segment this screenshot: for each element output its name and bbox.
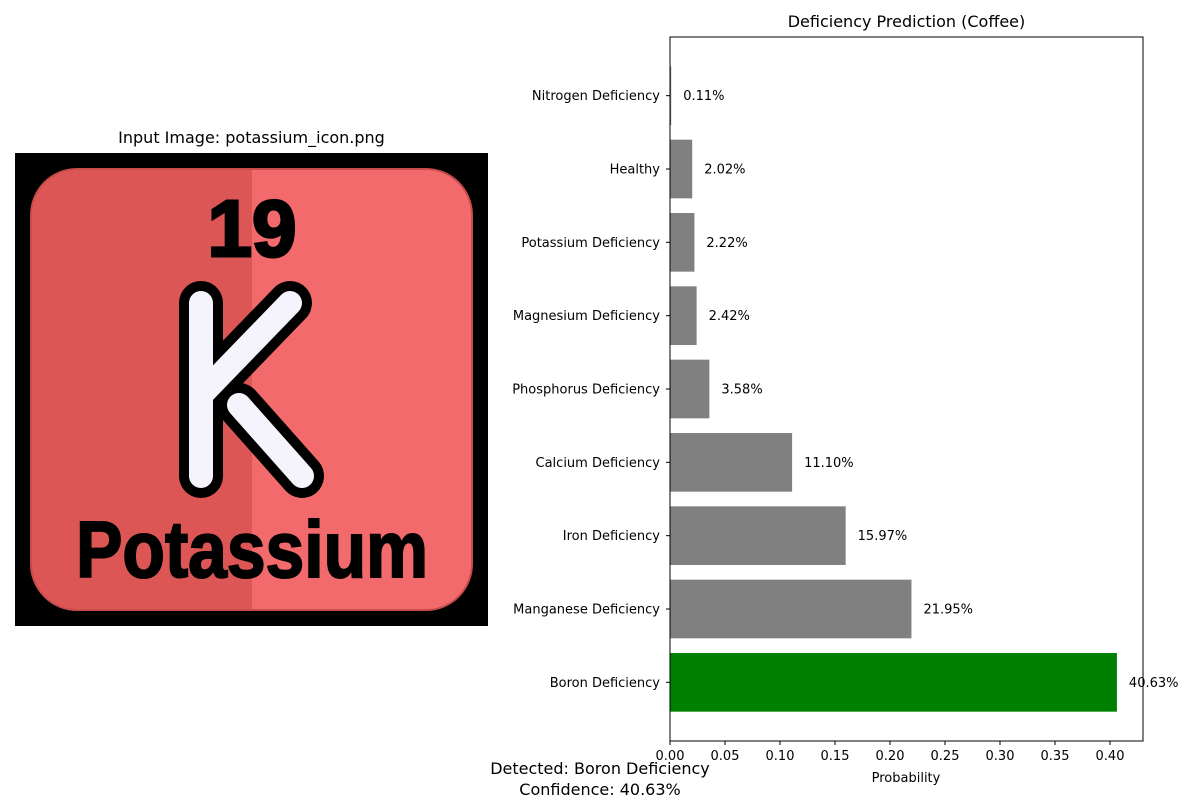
bar-phosphorus-deficiency bbox=[670, 359, 710, 419]
bar-potassium-deficiency bbox=[670, 213, 695, 272]
value-label-nitrogen-deficiency: 0.11% bbox=[683, 89, 724, 104]
element-symbol-k bbox=[179, 281, 324, 498]
value-labels: 0.11% 2.02% 2.22% 2.42% 3.58% 11.10% 15.97% 21.… bbox=[683, 89, 1178, 691]
x-tick-label: 0.30 bbox=[986, 749, 1015, 764]
bar-nitrogen-deficiency bbox=[670, 66, 672, 125]
detected-result: Detected: Boron Deficiency bbox=[490, 759, 710, 778]
potassium-element-icon: 19 Potassium bbox=[15, 153, 488, 626]
y-tick-label-boron-deficiency: Boron Deficiency bbox=[550, 676, 661, 691]
x-tick-label: 0.25 bbox=[931, 749, 960, 764]
value-label-magnesium-deficiency: 2.42% bbox=[709, 309, 750, 324]
bar-healthy bbox=[670, 139, 693, 199]
element-name: Potassium bbox=[76, 505, 428, 594]
bar-magnesium-deficiency bbox=[670, 286, 697, 345]
x-tick-label: 0.10 bbox=[766, 749, 795, 764]
y-tick-label-nitrogen-deficiency: Nitrogen Deficiency bbox=[532, 89, 660, 104]
x-tick-label: 0.40 bbox=[1096, 749, 1125, 764]
x-tick-label: 0.15 bbox=[821, 749, 850, 764]
confidence-result: Confidence: 40.63% bbox=[519, 780, 681, 799]
value-label-healthy: 2.02% bbox=[704, 163, 745, 178]
y-tick-label-phosphorus-deficiency: Phosphorus Deficiency bbox=[512, 383, 660, 398]
x-axis: 0.00 0.05 0.10 0.15 0.20 0.25 0.30 0.35 0.40 bbox=[656, 741, 1125, 764]
bars-layer bbox=[670, 66, 1117, 712]
atomic-number: 19 bbox=[208, 184, 297, 273]
bar-iron-deficiency bbox=[670, 506, 846, 565]
bar-calcium-deficiency bbox=[670, 433, 793, 492]
x-tick-label: 0.35 bbox=[1041, 749, 1070, 764]
y-tick-label-manganese-deficiency: Manganese Deficiency bbox=[513, 603, 660, 618]
y-tick-label-potassium-deficiency: Potassium Deficiency bbox=[521, 236, 660, 251]
icon-tile-edge bbox=[30, 168, 473, 611]
bar-boron-deficiency bbox=[670, 653, 1117, 712]
icon-tile bbox=[31, 169, 472, 610]
bar-manganese-deficiency bbox=[670, 579, 912, 639]
value-label-iron-deficiency: 15.97% bbox=[858, 529, 908, 544]
y-axis: Nitrogen Deficiency Healthy Potassium Defi… bbox=[512, 89, 670, 691]
x-tick-label: 0.00 bbox=[656, 749, 685, 764]
value-label-manganese-deficiency: 21.95% bbox=[923, 603, 973, 618]
y-tick-label-calcium-deficiency: Calcium Deficiency bbox=[536, 456, 661, 471]
x-tick-label: 0.20 bbox=[876, 749, 905, 764]
x-axis-label: Probability bbox=[872, 771, 941, 786]
value-label-potassium-deficiency: 2.22% bbox=[706, 236, 747, 251]
x-tick-label: 0.05 bbox=[711, 749, 740, 764]
value-label-calcium-deficiency: 11.10% bbox=[804, 456, 854, 471]
input-image-title: Input Image: potassium_icon.png bbox=[118, 128, 385, 147]
y-tick-label-magnesium-deficiency: Magnesium Deficiency bbox=[513, 309, 660, 324]
value-label-phosphorus-deficiency: 3.58% bbox=[721, 383, 762, 398]
y-tick-label-healthy: Healthy bbox=[610, 163, 661, 178]
value-label-boron-deficiency: 40.63% bbox=[1129, 676, 1179, 691]
y-tick-label-iron-deficiency: Iron Deficiency bbox=[563, 529, 661, 544]
chart-title: Deficiency Prediction (Coffee) bbox=[787, 12, 1026, 31]
